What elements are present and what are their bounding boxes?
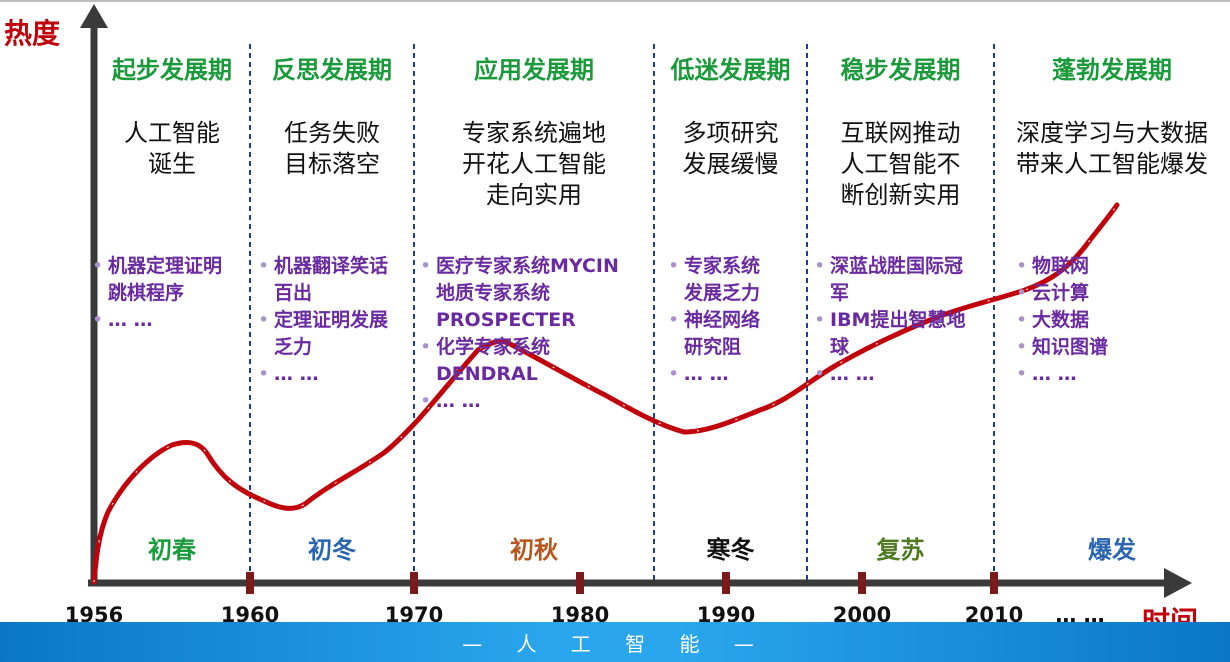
x-axis-tick-mark [990,572,998,594]
period-event-list: 机器翻译笑话 百出定理证明发展 乏力… … [258,253,388,388]
period-event-list: 专家系统 发展乏力神经网络 研究阻… … [668,253,760,388]
period-event-list: 医疗专家系统MYCIN 地质专家系统 PROSPECTER化学专家系统 DEND… [420,253,619,415]
x-axis-tick-mark [410,572,418,594]
x-axis-arrow [1164,568,1192,598]
period-name: 反思发展期 [272,56,392,84]
x-axis-tick-mark [858,572,866,594]
footer-bar [0,622,1230,662]
period-description-line: 多项研究 [682,119,779,147]
period-event-list: 深蓝战胜国际冠 军IBM提出智慧地 球… … [814,253,965,388]
period-season-label: 初春 [148,536,196,564]
period-event-item: 机器翻译笑话 百出 [258,253,388,307]
period-season-label: 寒冬 [706,536,755,564]
x-axis-tick-mark [722,572,730,594]
period-event-item: … … [1016,361,1108,388]
period-name: 稳步发展期 [840,56,961,84]
period-name: 蓬勃发展期 [1052,56,1172,84]
period-description-line: 深度学习与大数据 [1016,119,1208,147]
period-event-item: 医疗专家系统MYCIN 地质专家系统 PROSPECTER [420,253,619,334]
x-axis-tick-mark [576,572,584,594]
period-name: 低迷发展期 [670,56,791,84]
x-axis-tick-mark [246,572,254,594]
period-description: 任务失败 目标落空 [250,118,414,180]
period-event-item: 物联网 [1016,253,1108,280]
period-description-line: 断创新实用 [840,181,961,209]
y-axis-arrow [80,4,108,28]
period-description: 人工智能 诞生 [94,118,250,180]
period-description-line: 任务失败 [284,119,380,147]
period-description: 多项研究 发展缓慢 [654,118,807,180]
period-event-item: 深蓝战胜国际冠 军 [814,253,965,307]
period-description-line: 人工智能不 [840,150,961,178]
period-event-item: 定理证明发展 乏力 [258,307,388,361]
period-description-line: 人工智能 [124,119,220,147]
period-season-label: 初秋 [510,536,558,564]
period-description-line: 发展缓慢 [682,150,779,178]
period-description-line: 目标落空 [284,150,380,178]
period-description-line: 带来人工智能爆发 [1016,150,1208,178]
period-description: 互联网推动人工智能不断创新实用 [807,118,994,211]
period-description-line: 互联网推动 [840,119,961,147]
period-event-item: … … [668,361,760,388]
footer-title: — 人 工 智 能 — [462,632,768,656]
period-event-item: IBM提出智慧地 球 [814,307,965,361]
period-event-item: 机器定理证明 跳棋程序 [92,253,222,307]
period-event-item: … … [258,361,388,388]
period-description: 专家系统遍地 开花人工智能 走向实用 [414,118,654,211]
period-event-item: 化学专家系统 DENDRAL [420,334,619,388]
period-season-label: 复苏 [876,536,925,564]
period-description-line: 专家系统遍地 [462,119,606,147]
period-season-label: 爆发 [1088,536,1136,564]
period-event-item: 知识图谱 [1016,334,1108,361]
period-event-item: … … [814,361,965,388]
period-event-item: 专家系统 发展乏力 [668,253,760,307]
period-event-item: 云计算 [1016,280,1108,307]
period-event-item: 大数据 [1016,307,1108,334]
period-description-line: 开花人工智能 [462,150,606,178]
period-event-list: 机器定理证明 跳棋程序… … [92,253,222,334]
period-name: 应用发展期 [474,56,594,84]
y-axis-title: 热度 [4,17,61,50]
period-description-line: 走向实用 [486,181,582,209]
period-season-label: 初冬 [308,536,356,564]
period-event-item: 神经网络 研究阻 [668,307,760,361]
period-event-list: 物联网云计算大数据知识图谱 … … [1016,253,1108,388]
period-event-item: … … [420,388,619,415]
period-description-line: 诞生 [148,150,196,178]
period-name: 起步发展期 [112,56,232,84]
period-event-item: … … [92,307,222,334]
period-description: 深度学习与大数据 带来人工智能爆发 [994,118,1230,180]
